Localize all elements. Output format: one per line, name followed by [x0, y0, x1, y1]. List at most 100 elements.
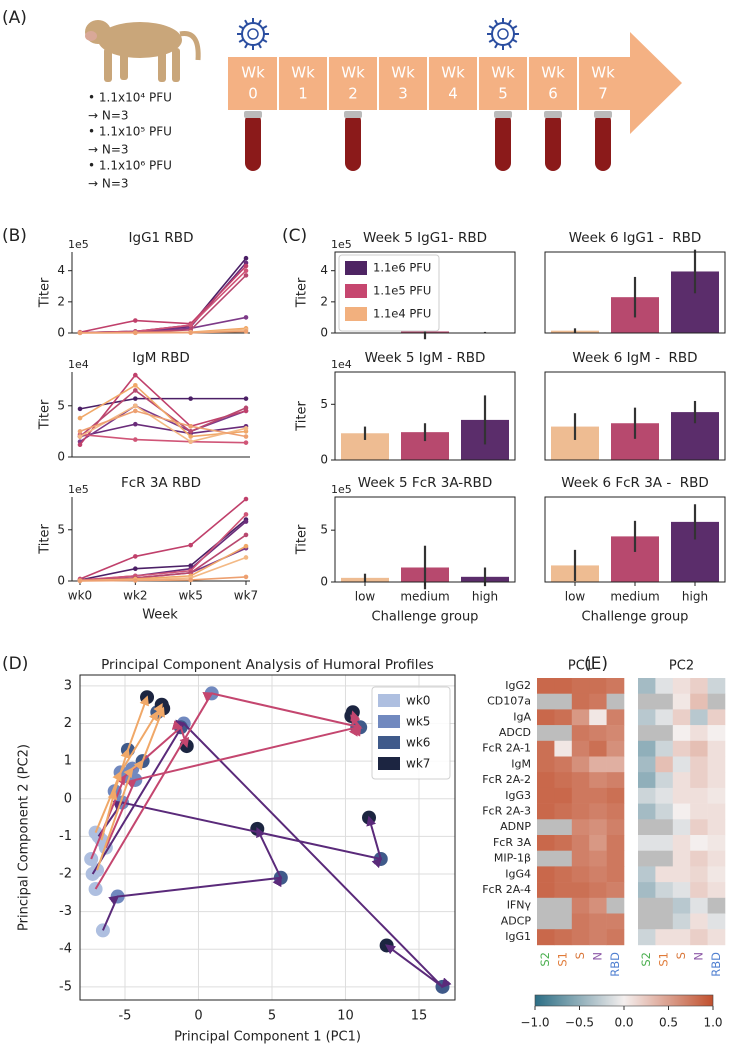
dose-label: • 1.1x10⁶ PFU — [88, 159, 172, 173]
series-point — [243, 434, 249, 439]
blood-tube — [495, 113, 511, 171]
heatmap-cell — [571, 819, 590, 836]
heatmap-cell — [554, 725, 573, 742]
heatmap-cell — [638, 866, 656, 883]
y-axis-label: Titer — [38, 524, 53, 555]
column-label: S — [674, 952, 688, 959]
series-point — [77, 429, 83, 434]
heatmap-cell — [690, 835, 708, 851]
heatmap-cell — [571, 866, 590, 883]
virus-icon — [237, 18, 269, 50]
trajectory — [94, 691, 363, 890]
heatmap-cell — [606, 897, 625, 914]
heatmap-cell — [707, 772, 726, 789]
heatmap-cell — [655, 835, 674, 851]
heatmap-cell — [571, 913, 590, 930]
y-tick-label: 0 — [320, 453, 328, 467]
series-line — [79, 373, 247, 446]
dose-label: • 1.1x10⁴ PFU — [88, 91, 172, 105]
plot-frame — [334, 496, 516, 583]
y-tick-label: -4 — [59, 942, 72, 957]
series-point — [243, 263, 249, 269]
week-number: 2 — [348, 85, 358, 103]
y-tick-label: 5 — [320, 523, 328, 537]
heatmap-cell — [606, 740, 625, 757]
heatmap-cell — [638, 897, 656, 914]
series-line — [79, 265, 247, 334]
series-point — [188, 423, 193, 429]
x-tick-label: 5 — [268, 1009, 276, 1024]
row-label: FcR 2A-2 — [482, 773, 531, 786]
heatmap-cell — [672, 678, 691, 694]
heatmap-cell — [589, 709, 607, 726]
heatmap-cell — [690, 756, 708, 773]
heatmap-cell — [571, 693, 590, 710]
y-axis-label: Titer — [38, 399, 53, 430]
series-point — [243, 255, 249, 261]
row-label: FcR 2A-4 — [482, 883, 531, 896]
series-point — [77, 434, 83, 439]
series-point — [243, 396, 249, 401]
row-label: IgG1 — [505, 930, 531, 943]
heatmap-cell — [537, 803, 555, 820]
heatmap-cell — [606, 929, 625, 946]
heatmap-cell — [655, 897, 674, 914]
x-tick-label: wk7 — [234, 589, 258, 603]
heatmap-cell — [655, 819, 674, 836]
week-label: Wk — [591, 64, 615, 82]
heatmap-cell — [672, 882, 691, 899]
y-tick-label: -3 — [59, 904, 72, 919]
heatmap-cell — [606, 725, 625, 742]
series-point — [243, 543, 249, 549]
row-label: FcR 2A-1 — [482, 742, 531, 755]
series-point — [133, 408, 138, 414]
blood-tube — [245, 113, 261, 171]
heatmap-cell — [690, 709, 708, 726]
x-tick-label: medium — [610, 590, 659, 604]
axis-multiplier: 1e5 — [331, 238, 352, 251]
heatmap-cell — [690, 740, 708, 757]
heatmap-cell — [554, 756, 573, 773]
heatmap-cell — [690, 725, 708, 742]
heatmap-cell — [672, 725, 691, 742]
heatmap-cell — [672, 709, 691, 726]
heatmap-cell — [571, 803, 590, 820]
plot-frame — [334, 251, 516, 334]
x-tick-label: low — [355, 590, 376, 604]
heatmap-cell — [589, 897, 607, 914]
y-tick-label: 3 — [64, 678, 72, 693]
column-label: N — [590, 952, 604, 961]
tube-cap — [244, 111, 262, 118]
row-label: IgG3 — [505, 789, 531, 802]
heatmap-cell — [638, 756, 656, 773]
week-label: Wk — [541, 64, 565, 82]
series-point — [243, 512, 249, 517]
y-tick-label: 1 — [64, 754, 72, 769]
series-point — [188, 542, 193, 548]
series-point — [243, 268, 249, 273]
y-tick-label: -5 — [59, 979, 72, 994]
heatmap-cell — [707, 709, 726, 726]
heatmap-cell — [707, 835, 726, 851]
heatmap-cell — [554, 929, 573, 946]
heatmap-cell — [554, 866, 573, 883]
virus-body — [241, 22, 265, 46]
legend-label: wk7 — [406, 757, 430, 771]
heatmap-cell — [655, 803, 674, 820]
legend-swatch — [345, 261, 367, 275]
blood-tube — [345, 113, 361, 171]
heatmap-cell — [672, 803, 691, 820]
heatmap-cell — [606, 709, 625, 726]
row-label: ADNP — [500, 820, 531, 833]
heatmap-cell — [707, 740, 726, 757]
column-label: S2 — [639, 952, 653, 967]
group-size: → N=3 — [88, 109, 129, 123]
x-tick-label: high — [472, 590, 498, 604]
axis-multiplier: 1e5 — [68, 483, 89, 496]
panel-label: (C) — [282, 226, 307, 246]
x-tick-label: 10 — [337, 1009, 354, 1024]
virus-core — [247, 28, 259, 40]
series-line — [79, 576, 247, 582]
series-point — [188, 439, 193, 444]
y-tick-label: -1 — [59, 829, 72, 844]
